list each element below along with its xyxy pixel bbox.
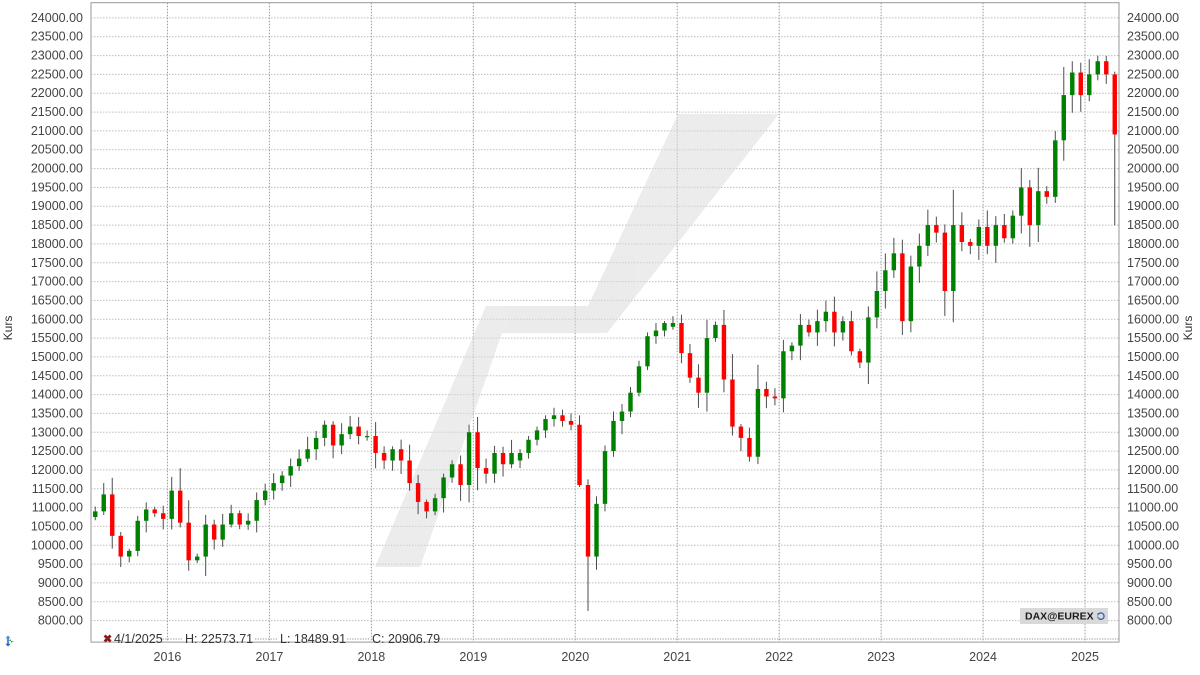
svg-text:17000.00: 17000.00	[31, 275, 83, 289]
svg-text:8000.00: 8000.00	[38, 614, 83, 628]
svg-text:16000.00: 16000.00	[1127, 312, 1179, 326]
svg-text:24000.00: 24000.00	[31, 11, 83, 25]
svg-text:11500.00: 11500.00	[32, 482, 83, 496]
svg-text:14500.00: 14500.00	[1127, 369, 1179, 383]
svg-text:10500.00: 10500.00	[31, 519, 83, 533]
svg-text:10500.00: 10500.00	[1127, 519, 1179, 533]
svg-text:2016: 2016	[154, 650, 182, 664]
svg-text:Kurs: Kurs	[1, 316, 15, 341]
svg-text:13500.00: 13500.00	[1127, 406, 1179, 420]
svg-text:9000.00: 9000.00	[38, 576, 83, 590]
svg-text:12500.00: 12500.00	[31, 444, 83, 458]
svg-text:10000.00: 10000.00	[31, 538, 83, 552]
svg-text:2018: 2018	[357, 650, 385, 664]
svg-text:19000.00: 19000.00	[1127, 199, 1179, 213]
svg-text:H: 22573.71: H: 22573.71	[185, 632, 253, 646]
svg-text:20500.00: 20500.00	[1127, 143, 1179, 157]
svg-text:21000.00: 21000.00	[1127, 124, 1179, 138]
svg-text:13000.00: 13000.00	[31, 425, 83, 439]
svg-text:14000.00: 14000.00	[1127, 388, 1179, 402]
svg-text:19500.00: 19500.00	[31, 180, 83, 194]
svg-text:2025: 2025	[1071, 650, 1099, 664]
svg-text:18000.00: 18000.00	[1127, 237, 1179, 251]
svg-text:8500.00: 8500.00	[1127, 595, 1172, 609]
svg-text:23500.00: 23500.00	[1127, 30, 1179, 44]
svg-text:9500.00: 9500.00	[1127, 557, 1172, 571]
svg-text:13000.00: 13000.00	[1127, 425, 1179, 439]
svg-text:11500.00: 11500.00	[1127, 482, 1178, 496]
svg-text:2019: 2019	[459, 650, 487, 664]
svg-text:23500.00: 23500.00	[31, 30, 83, 44]
svg-text:15500.00: 15500.00	[1127, 331, 1179, 345]
svg-text:20000.00: 20000.00	[1127, 162, 1179, 176]
svg-text:11000.00: 11000.00	[32, 501, 83, 515]
svg-text:C: 20906.79: C: 20906.79	[372, 632, 440, 646]
svg-text:17500.00: 17500.00	[1127, 256, 1179, 270]
svg-text:12000.00: 12000.00	[31, 463, 83, 477]
svg-text:16500.00: 16500.00	[31, 293, 83, 307]
svg-text:22500.00: 22500.00	[31, 67, 83, 81]
svg-text:17500.00: 17500.00	[31, 256, 83, 270]
svg-text:8500.00: 8500.00	[38, 595, 83, 609]
svg-text:11000.00: 11000.00	[1127, 501, 1178, 515]
svg-text:16000.00: 16000.00	[31, 312, 83, 326]
svg-text:9500.00: 9500.00	[38, 557, 83, 571]
svg-text:L: 18489.91: L: 18489.91	[280, 632, 346, 646]
svg-text:19500.00: 19500.00	[1127, 180, 1179, 194]
svg-text:18500.00: 18500.00	[1127, 218, 1179, 232]
svg-text:8000.00: 8000.00	[1127, 614, 1172, 628]
svg-text:20500.00: 20500.00	[31, 143, 83, 157]
svg-text:22500.00: 22500.00	[1127, 67, 1179, 81]
svg-text:18000.00: 18000.00	[31, 237, 83, 251]
svg-text:17000.00: 17000.00	[1127, 275, 1179, 289]
svg-text:12000.00: 12000.00	[1127, 463, 1179, 477]
svg-text:2022: 2022	[765, 650, 793, 664]
svg-text:16500.00: 16500.00	[1127, 293, 1179, 307]
svg-text:22000.00: 22000.00	[31, 86, 83, 100]
svg-text:24000.00: 24000.00	[1127, 11, 1179, 25]
svg-text:21500.00: 21500.00	[1127, 105, 1179, 119]
svg-text:2021: 2021	[663, 650, 691, 664]
svg-text:4/1/2025: 4/1/2025	[114, 632, 163, 646]
svg-text:15000.00: 15000.00	[1127, 350, 1179, 364]
svg-text:21500.00: 21500.00	[31, 105, 83, 119]
svg-text:✖: ✖	[103, 634, 112, 646]
svg-text:22000.00: 22000.00	[1127, 86, 1179, 100]
svg-text:21000.00: 21000.00	[31, 124, 83, 138]
svg-text:23000.00: 23000.00	[1127, 49, 1179, 63]
svg-text:9000.00: 9000.00	[1127, 576, 1172, 590]
svg-text:23000.00: 23000.00	[31, 49, 83, 63]
svg-text:15500.00: 15500.00	[31, 331, 83, 345]
svg-text:14000.00: 14000.00	[31, 388, 83, 402]
svg-text:2020: 2020	[561, 650, 589, 664]
svg-text:13500.00: 13500.00	[31, 406, 83, 420]
svg-text:14500.00: 14500.00	[31, 369, 83, 383]
svg-text:2017: 2017	[256, 650, 284, 664]
svg-text:19000.00: 19000.00	[31, 199, 83, 213]
svg-text:15000.00: 15000.00	[31, 350, 83, 364]
svg-text:12500.00: 12500.00	[1127, 444, 1179, 458]
svg-text:2024: 2024	[969, 650, 997, 664]
svg-text:DAX@EUREX: DAX@EUREX	[1025, 611, 1094, 623]
svg-text:10000.00: 10000.00	[1127, 538, 1179, 552]
svg-text:Kurs: Kurs	[1181, 316, 1195, 341]
svg-text:20000.00: 20000.00	[31, 162, 83, 176]
svg-text:18500.00: 18500.00	[31, 218, 83, 232]
svg-text:2023: 2023	[867, 650, 895, 664]
